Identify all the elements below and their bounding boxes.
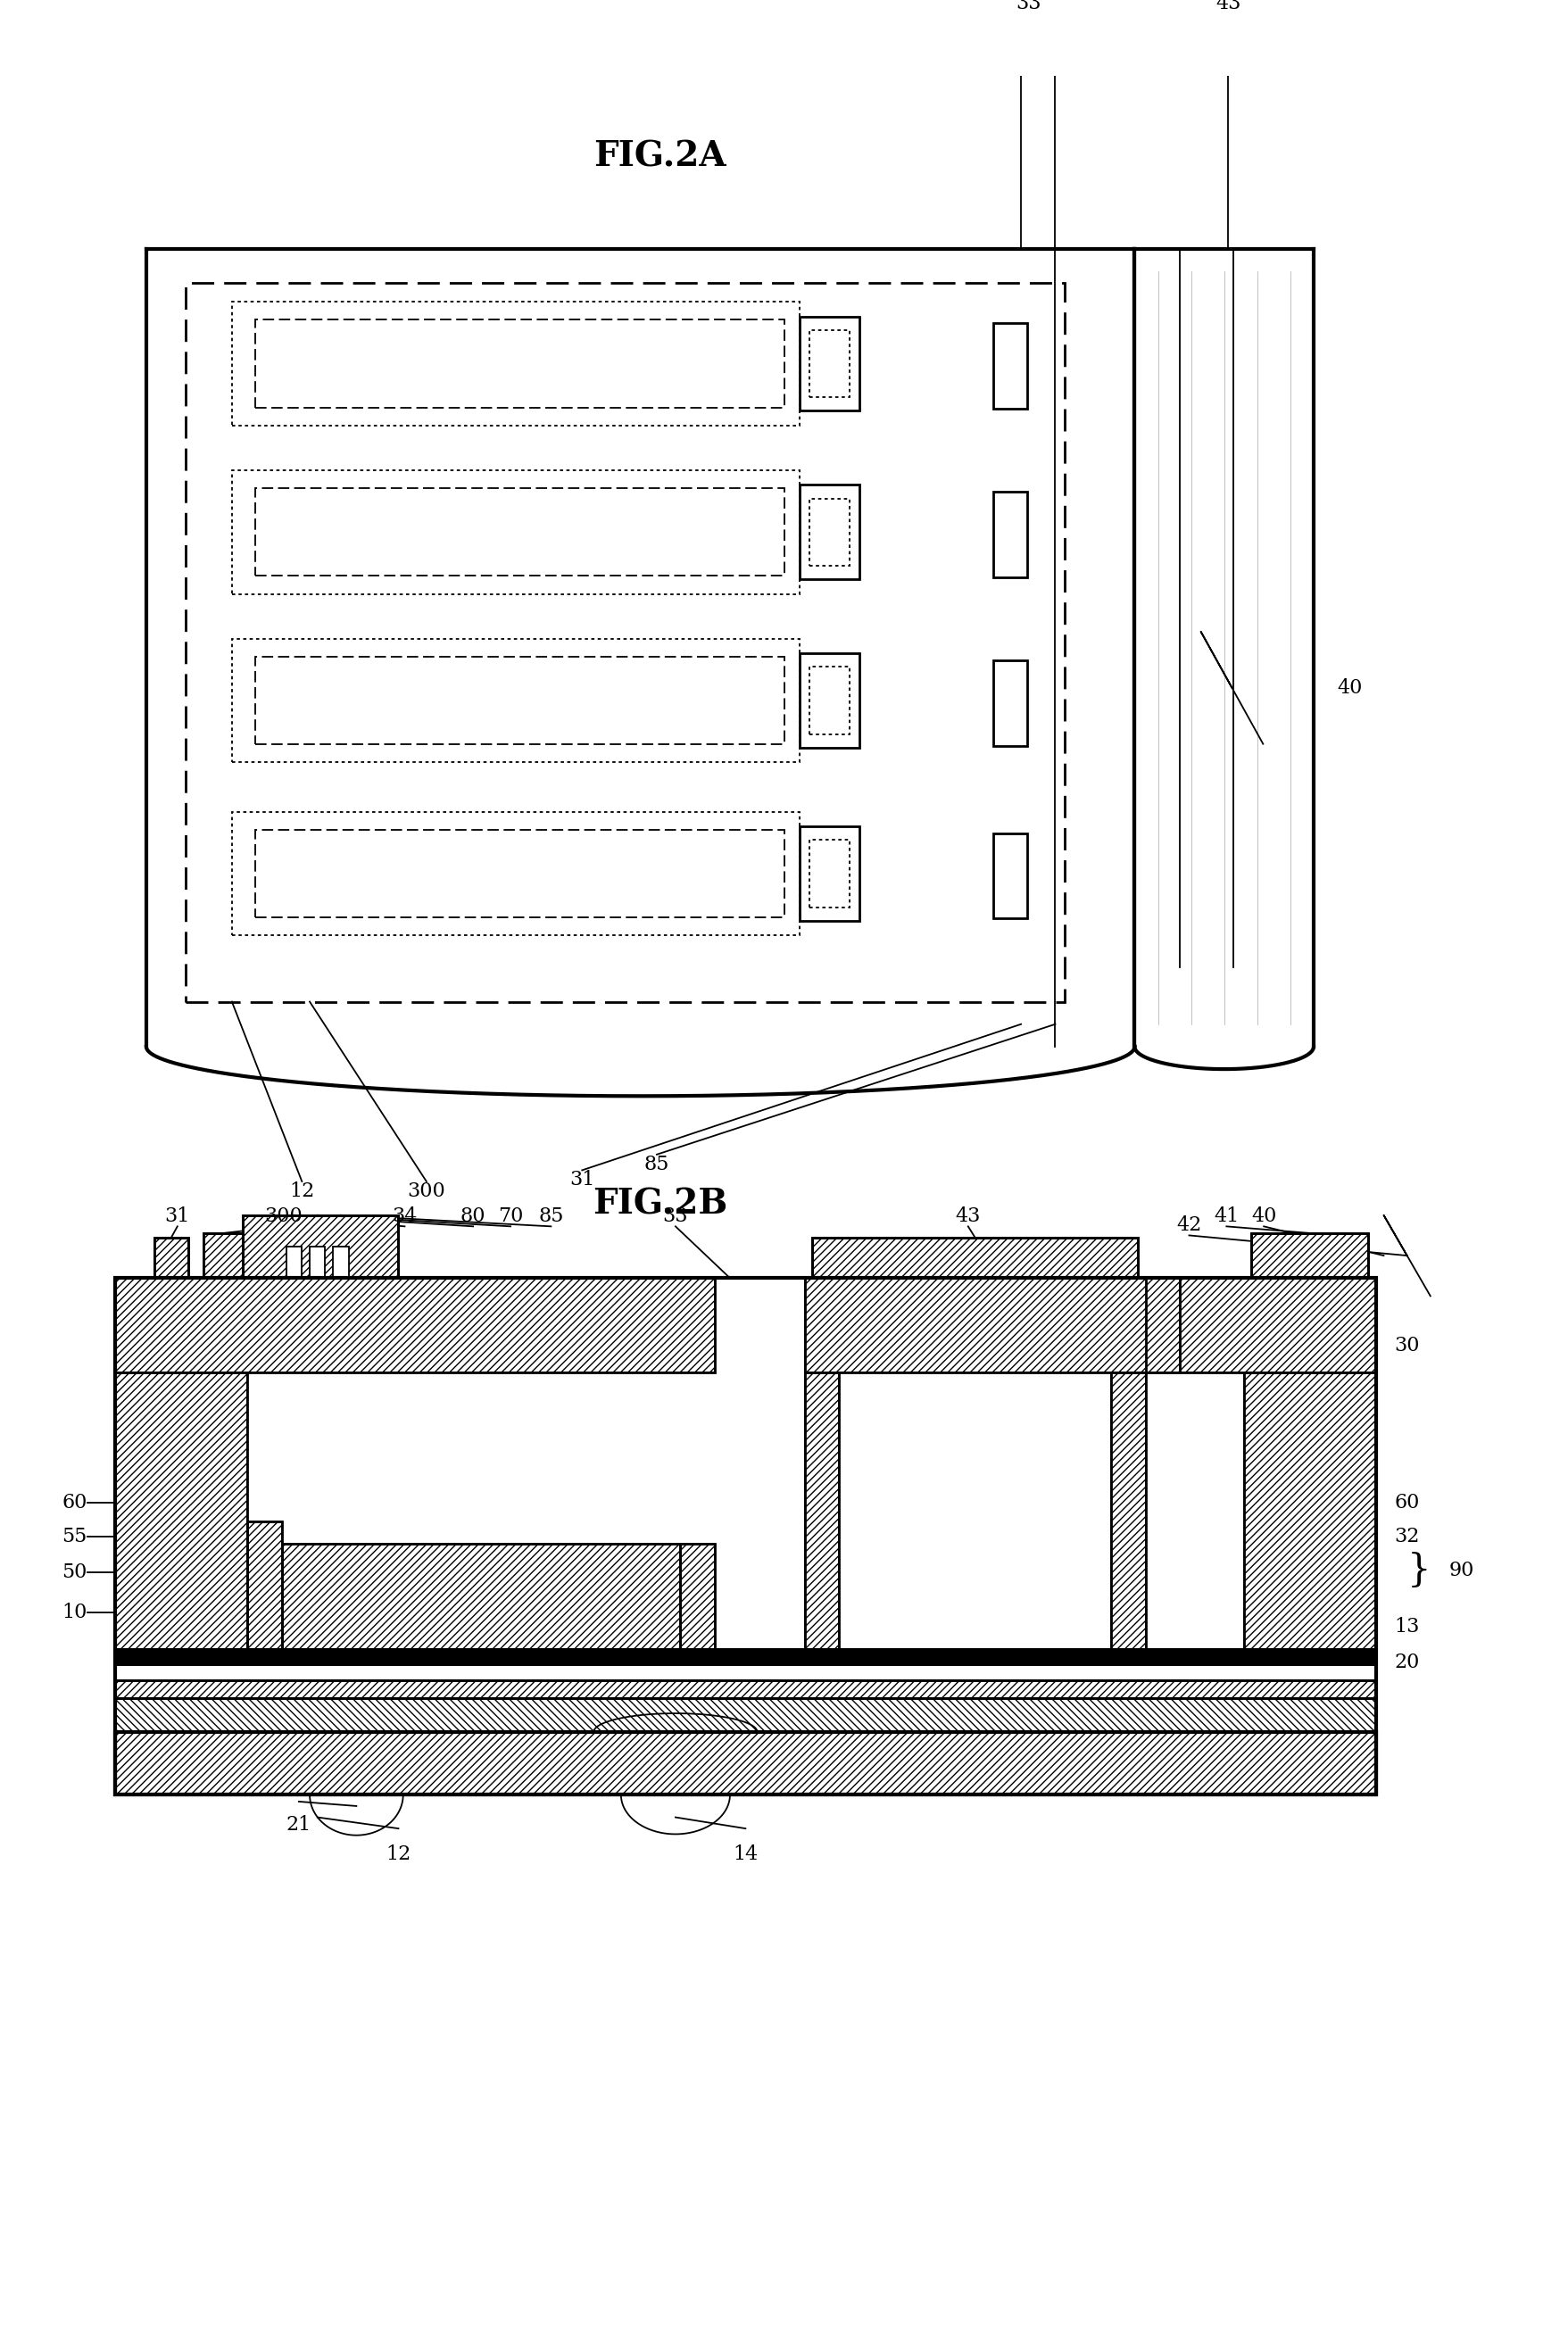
Text: 43: 43 bbox=[1215, 0, 1240, 14]
Text: 33: 33 bbox=[662, 1206, 688, 1227]
Bar bbox=[809, 666, 850, 734]
Bar bbox=[232, 638, 800, 762]
Bar bbox=[256, 829, 784, 918]
Bar bbox=[1251, 1232, 1367, 1279]
Text: 90: 90 bbox=[1449, 1560, 1474, 1579]
Bar bbox=[232, 470, 800, 594]
Bar bbox=[1110, 1372, 1145, 1649]
Bar bbox=[287, 1246, 301, 1279]
Bar bbox=[993, 834, 1027, 918]
Text: FIG.2A: FIG.2A bbox=[593, 140, 726, 175]
Bar bbox=[800, 827, 859, 920]
Bar bbox=[114, 1665, 1375, 1679]
Text: 14: 14 bbox=[732, 1845, 757, 1863]
Text: 85: 85 bbox=[538, 1206, 563, 1227]
Bar bbox=[114, 1279, 1375, 1796]
Text: 30: 30 bbox=[1394, 1335, 1419, 1355]
Text: 60: 60 bbox=[61, 1493, 88, 1512]
Bar bbox=[256, 319, 784, 408]
Text: 32: 32 bbox=[1394, 1525, 1419, 1546]
Bar bbox=[804, 1372, 839, 1649]
Bar bbox=[232, 813, 800, 936]
Text: 70: 70 bbox=[497, 1206, 522, 1227]
Text: }: } bbox=[1406, 1551, 1430, 1588]
Text: 10: 10 bbox=[61, 1602, 88, 1623]
Bar bbox=[248, 1521, 282, 1649]
Text: 41: 41 bbox=[1214, 1206, 1239, 1227]
Text: 31: 31 bbox=[165, 1206, 190, 1227]
Text: 13: 13 bbox=[1394, 1616, 1419, 1637]
Text: 50: 50 bbox=[61, 1563, 88, 1581]
Text: 12: 12 bbox=[386, 1845, 411, 1863]
Text: 40: 40 bbox=[1250, 1206, 1276, 1227]
Bar bbox=[154, 1237, 188, 1279]
Bar bbox=[804, 1372, 839, 1649]
Text: 85: 85 bbox=[644, 1155, 670, 1174]
Bar bbox=[114, 1679, 1375, 1698]
Bar bbox=[800, 654, 859, 748]
Bar bbox=[809, 331, 850, 398]
Text: 21: 21 bbox=[285, 1814, 310, 1835]
Bar bbox=[114, 1698, 1375, 1733]
Text: 12: 12 bbox=[289, 1181, 314, 1202]
Text: 31: 31 bbox=[569, 1169, 594, 1190]
Text: 60: 60 bbox=[1394, 1493, 1419, 1512]
Bar bbox=[309, 1246, 325, 1279]
Bar bbox=[243, 1216, 398, 1279]
Bar bbox=[114, 1733, 1375, 1796]
Bar bbox=[248, 1521, 282, 1649]
Bar bbox=[1243, 1372, 1375, 1649]
Bar bbox=[1251, 1232, 1367, 1279]
Bar bbox=[185, 282, 1065, 1001]
Bar bbox=[204, 1232, 243, 1279]
Bar bbox=[812, 1237, 1137, 1279]
Bar bbox=[804, 1279, 1179, 1372]
Bar bbox=[800, 484, 859, 580]
Bar bbox=[282, 1544, 681, 1649]
Bar bbox=[114, 1372, 248, 1649]
Text: 300: 300 bbox=[263, 1206, 303, 1227]
Bar bbox=[809, 498, 850, 566]
Bar bbox=[243, 1216, 398, 1279]
Bar bbox=[114, 1279, 713, 1372]
Bar bbox=[114, 1649, 1375, 1665]
Text: 42: 42 bbox=[1176, 1216, 1201, 1234]
Bar bbox=[804, 1279, 1179, 1372]
Bar bbox=[681, 1544, 713, 1649]
Bar bbox=[114, 1698, 1375, 1733]
Bar bbox=[993, 491, 1027, 578]
Bar bbox=[1145, 1279, 1375, 1372]
Text: 300: 300 bbox=[408, 1181, 445, 1202]
Text: 40: 40 bbox=[1336, 678, 1361, 699]
Bar bbox=[114, 1679, 1375, 1698]
Bar bbox=[256, 657, 784, 745]
Bar bbox=[993, 324, 1027, 408]
Bar bbox=[800, 317, 859, 410]
Text: 43: 43 bbox=[955, 1206, 980, 1227]
Bar bbox=[809, 841, 850, 908]
Bar bbox=[812, 1237, 1137, 1279]
Bar bbox=[114, 1665, 1375, 1679]
Bar bbox=[204, 1232, 243, 1279]
Bar bbox=[154, 1237, 188, 1279]
Bar bbox=[332, 1246, 348, 1279]
Bar bbox=[114, 1733, 1375, 1796]
Bar bbox=[282, 1544, 681, 1649]
Bar bbox=[993, 659, 1027, 745]
Bar bbox=[114, 1372, 248, 1649]
Bar bbox=[681, 1544, 713, 1649]
Bar bbox=[114, 1279, 713, 1372]
Text: 80: 80 bbox=[459, 1206, 486, 1227]
Bar bbox=[1110, 1372, 1145, 1649]
Text: 34: 34 bbox=[392, 1206, 417, 1227]
Bar bbox=[1145, 1279, 1375, 1372]
Bar bbox=[256, 489, 784, 575]
Text: 33: 33 bbox=[1016, 0, 1041, 14]
Bar bbox=[114, 1649, 1375, 1665]
Text: 20: 20 bbox=[1394, 1654, 1419, 1672]
Bar bbox=[1243, 1372, 1375, 1649]
Bar bbox=[232, 303, 800, 426]
Text: 55: 55 bbox=[61, 1525, 88, 1546]
Text: FIG.2B: FIG.2B bbox=[593, 1188, 728, 1220]
